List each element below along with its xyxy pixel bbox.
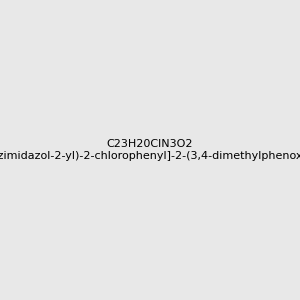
Text: C23H20ClN3O2
N-[5-(1H-benzimidazol-2-yl)-2-chlorophenyl]-2-(3,4-dimethylphenoxy): C23H20ClN3O2 N-[5-(1H-benzimidazol-2-yl)…: [0, 139, 300, 161]
